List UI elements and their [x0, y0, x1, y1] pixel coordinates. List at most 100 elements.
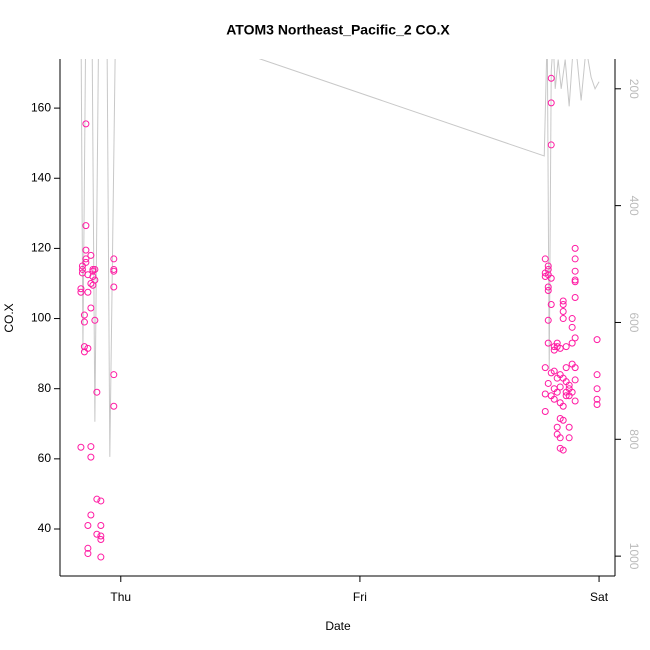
point — [82, 222, 90, 230]
point — [97, 521, 105, 529]
point — [84, 288, 92, 296]
point — [110, 371, 118, 379]
point — [93, 495, 101, 503]
point — [541, 390, 549, 398]
point — [80, 348, 88, 356]
point — [568, 388, 576, 396]
point — [87, 251, 95, 259]
point — [82, 120, 90, 128]
point — [593, 395, 601, 403]
point — [559, 402, 567, 410]
point — [571, 376, 579, 384]
point — [593, 336, 601, 344]
point — [82, 255, 90, 263]
point — [559, 315, 567, 323]
point — [89, 272, 97, 280]
point — [84, 521, 92, 529]
point — [571, 278, 579, 286]
point — [87, 453, 95, 461]
point — [559, 301, 567, 309]
point — [97, 497, 105, 505]
chart-title: ATOM3 Northeast_Pacific_2 CO.X — [226, 22, 450, 38]
point — [571, 294, 579, 302]
point — [93, 388, 101, 396]
point — [84, 271, 92, 279]
point — [553, 339, 561, 347]
point — [562, 364, 570, 372]
y2-tick-label: 200 — [627, 79, 641, 99]
point — [80, 318, 88, 326]
point — [97, 532, 105, 540]
point — [559, 297, 567, 305]
point — [77, 285, 85, 293]
point — [544, 283, 552, 291]
y-tick-label: 100 — [31, 311, 51, 325]
point — [571, 255, 579, 263]
point — [556, 434, 564, 442]
point — [77, 443, 85, 451]
point — [571, 364, 579, 372]
point — [78, 262, 86, 270]
point — [562, 343, 570, 351]
point — [550, 367, 558, 375]
point — [110, 255, 118, 263]
x-tick-label: Thu — [110, 590, 131, 604]
point — [550, 395, 558, 403]
point — [87, 511, 95, 519]
point — [84, 544, 92, 552]
point — [77, 288, 85, 296]
point — [565, 381, 573, 389]
point — [568, 323, 576, 331]
x-tick-label: Sat — [590, 590, 609, 604]
point — [593, 385, 601, 393]
point — [553, 423, 561, 431]
point — [571, 244, 579, 252]
point — [110, 267, 118, 275]
point — [541, 364, 549, 372]
y-tick-label: 160 — [31, 100, 51, 114]
point — [84, 550, 92, 558]
point — [547, 274, 555, 282]
point — [82, 246, 90, 254]
point — [89, 267, 97, 275]
point — [547, 99, 555, 107]
point — [544, 286, 552, 294]
point — [87, 304, 95, 312]
point — [593, 371, 601, 379]
point — [562, 392, 570, 400]
point — [91, 276, 99, 284]
x-axis-title: Date — [325, 619, 351, 633]
point — [91, 265, 99, 273]
point — [547, 301, 555, 309]
point — [553, 388, 561, 396]
point — [80, 311, 88, 319]
point — [568, 339, 576, 347]
point — [544, 265, 552, 273]
point — [556, 383, 564, 391]
point — [571, 267, 579, 275]
point — [541, 255, 549, 263]
point — [568, 315, 576, 323]
y2-tick-label: 600 — [627, 312, 641, 332]
point — [87, 279, 95, 287]
point — [93, 530, 101, 538]
point — [97, 553, 105, 561]
y2-tick-label: 800 — [627, 429, 641, 449]
point — [559, 308, 567, 316]
point — [91, 316, 99, 324]
x-tick-label: Fri — [353, 590, 367, 604]
y-tick-label: 140 — [31, 170, 51, 184]
y-tick-label: 120 — [31, 241, 51, 255]
point — [544, 262, 552, 270]
point — [559, 446, 567, 454]
point — [78, 265, 86, 273]
point — [593, 400, 601, 408]
y-tick-label: 60 — [38, 451, 52, 465]
point — [559, 416, 567, 424]
y2-tick-label: 400 — [627, 196, 641, 216]
point — [565, 423, 573, 431]
line-series — [80, 59, 600, 457]
point — [571, 334, 579, 342]
point — [84, 344, 92, 352]
